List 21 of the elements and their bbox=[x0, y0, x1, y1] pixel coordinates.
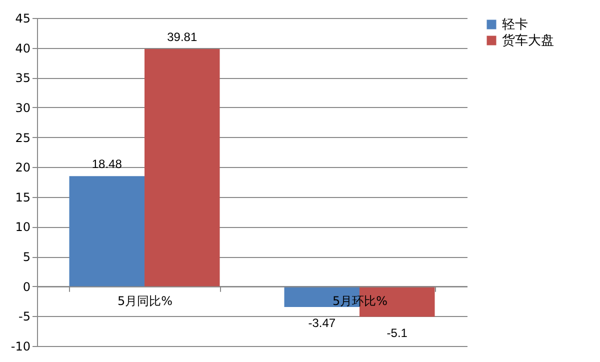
y-tick-label: 20 bbox=[15, 160, 30, 175]
data-label: -3.47 bbox=[308, 316, 336, 330]
legend-label: 货车大盘 bbox=[502, 34, 554, 48]
y-tick-label: 45 bbox=[15, 12, 30, 26]
data-label: 39.81 bbox=[167, 30, 198, 44]
y-tick-label: 30 bbox=[15, 100, 30, 115]
y-tick-label: 35 bbox=[15, 71, 30, 86]
y-tick-label: 40 bbox=[15, 41, 30, 56]
y-tick-label: 0 bbox=[22, 280, 30, 294]
y-tick-label: -5 bbox=[18, 310, 30, 324]
data-label: -5.1 bbox=[386, 326, 408, 340]
x-tick-label: 5月同比% bbox=[117, 294, 173, 308]
y-tick-label: 15 bbox=[15, 190, 30, 204]
bar bbox=[144, 48, 220, 286]
y-tick-label: 10 bbox=[15, 220, 30, 234]
y-tick-label: 5 bbox=[22, 250, 30, 264]
y-tick-label: -10 bbox=[10, 340, 30, 354]
y-tick-label: 25 bbox=[15, 130, 30, 145]
bar bbox=[69, 176, 144, 286]
legend-label: 轻卡 bbox=[502, 18, 528, 32]
data-label: 18.48 bbox=[92, 157, 122, 172]
